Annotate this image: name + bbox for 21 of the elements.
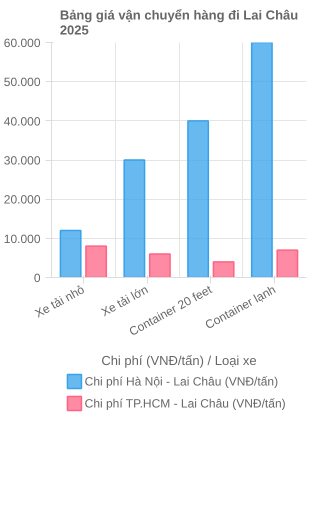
- x-tick-label: Xe tải nhỏ: [32, 282, 88, 321]
- x-tick-label: Xe tải lớn: [98, 282, 150, 320]
- bar: [250, 42, 273, 278]
- bar: [212, 261, 235, 278]
- y-tick-label: 20.000: [4, 192, 41, 207]
- legend-label: Chi phí TP.HCM - Lai Châu (VNĐ/tấn): [84, 396, 286, 410]
- y-tick-label: 40.000: [4, 114, 41, 128]
- y-tick-label: 60.000: [4, 36, 41, 50]
- bar: [187, 120, 210, 278]
- bar: [276, 249, 298, 278]
- bar: [85, 245, 108, 278]
- bar: [148, 253, 171, 278]
- x-axis-title: Chi phí (VNĐ/tấn) / Loại xe: [101, 352, 257, 368]
- y-tick-label: 10.000: [4, 232, 41, 246]
- y-tick-label: 50.000: [4, 75, 41, 90]
- chart-title: Bảng giá vận chuyển hàng đi Lai Châu 2025: [60, 8, 298, 38]
- legend-label: Chi phí Hà Nội - Lai Châu (VNĐ/tấn): [84, 374, 278, 388]
- bar: [60, 230, 82, 278]
- bar: [123, 159, 146, 278]
- y-tick-label: 30.000: [4, 154, 41, 168]
- y-tick-label: 0: [34, 271, 41, 285]
